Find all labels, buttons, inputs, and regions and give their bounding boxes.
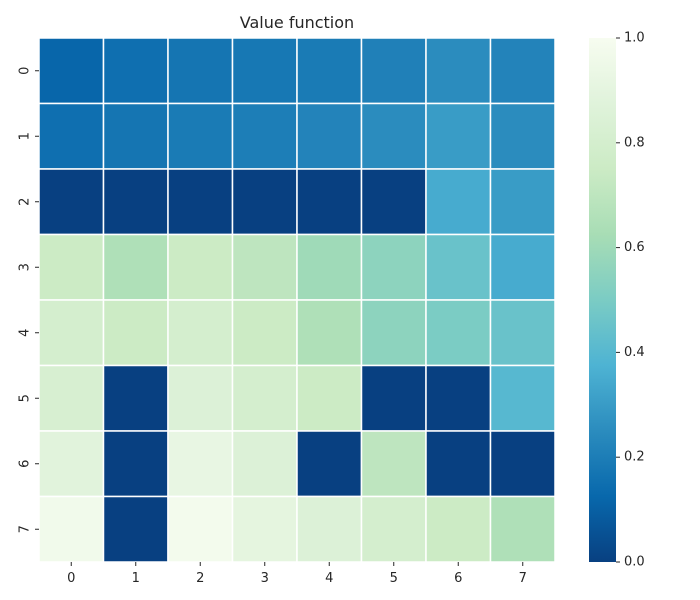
heatmap-cell	[38, 495, 105, 563]
heatmap-cell	[102, 430, 169, 498]
heatmap-cell	[360, 430, 427, 498]
heatmap-cell	[231, 233, 298, 301]
heatmap-cell	[231, 430, 298, 498]
heatmap-cell	[425, 37, 492, 105]
heatmap-cell	[296, 430, 363, 498]
heatmap-cell	[425, 364, 492, 432]
colorbar-tick-label: 0.6	[624, 240, 645, 255]
heatmap-cell	[167, 168, 234, 236]
heatmap-cell	[231, 299, 298, 367]
heatmap-cell	[425, 168, 492, 236]
colorbar-tick-label: 0.4	[624, 345, 645, 360]
heatmap-cell	[38, 364, 105, 432]
heatmap-cell	[167, 430, 234, 498]
x-tick-label: 5	[390, 571, 398, 586]
heatmap-cell	[38, 430, 105, 498]
heatmap-cell	[296, 102, 363, 170]
heatmap-cell	[489, 102, 556, 170]
heatmap-cell	[360, 299, 427, 367]
x-tick-label: 1	[132, 571, 140, 586]
y-tick-label: 1	[18, 132, 33, 140]
heatmap-cell	[360, 495, 427, 563]
y-tick-label: 5	[18, 394, 33, 402]
heatmap-cell	[296, 37, 363, 105]
heatmap-cell	[167, 102, 234, 170]
colorbar-tick-label: 0.8	[624, 135, 645, 150]
heatmap-cell	[102, 102, 169, 170]
heatmap-cell	[296, 495, 363, 563]
heatmap-grid	[38, 37, 556, 563]
colorbar-axis: 0.0 0.2 0.4 0.6 0.8 1.0	[616, 31, 645, 570]
heatmap-cell	[489, 430, 556, 498]
heatmap-cell	[38, 37, 105, 105]
heatmap-cell	[489, 233, 556, 301]
y-tick-label: 2	[18, 198, 33, 206]
heatmap-cell	[425, 102, 492, 170]
heatmap-cell	[296, 364, 363, 432]
x-tick-label: 7	[519, 571, 527, 586]
heatmap-cell	[425, 495, 492, 563]
colorbar-tick-label: 0.0	[624, 555, 645, 570]
colorbar-tick-label: 0.2	[624, 450, 645, 465]
heatmap-cell	[38, 233, 105, 301]
heatmap-cell	[231, 102, 298, 170]
heatmap-cell	[231, 364, 298, 432]
heatmap-cell	[38, 102, 105, 170]
colorbar	[589, 38, 616, 562]
heatmap-cell	[296, 233, 363, 301]
y-tick-label: 7	[18, 525, 33, 533]
heatmap-cell	[296, 299, 363, 367]
y-tick-label: 3	[18, 263, 33, 271]
heatmap-cell	[167, 37, 234, 105]
chart-title: Value function	[240, 13, 354, 32]
heatmap-cell	[102, 233, 169, 301]
y-axis: 0 1 2 3 4 5 6 7	[18, 67, 39, 533]
heatmap-cell	[167, 364, 234, 432]
y-tick-label: 0	[18, 67, 33, 75]
heatmap-cell	[102, 364, 169, 432]
heatmap-cell	[38, 168, 105, 236]
heatmap-cell	[360, 37, 427, 105]
y-tick-label: 4	[18, 329, 33, 337]
heatmap-cell	[360, 233, 427, 301]
heatmap-cell	[231, 37, 298, 105]
heatmap-cell	[489, 364, 556, 432]
x-tick-label: 2	[196, 571, 204, 586]
heatmap-cell	[489, 299, 556, 367]
heatmap-cell	[102, 299, 169, 367]
heatmap-cell	[425, 299, 492, 367]
heatmap-cell	[102, 37, 169, 105]
heatmap-cell	[425, 233, 492, 301]
y-tick-label: 6	[18, 460, 33, 468]
heatmap-cell	[360, 364, 427, 432]
heatmap-cell	[167, 233, 234, 301]
heatmap-cell	[360, 102, 427, 170]
heatmap-cell	[38, 299, 105, 367]
heatmap-cell	[489, 495, 556, 563]
heatmap-cell	[489, 37, 556, 105]
x-tick-label: 6	[454, 571, 462, 586]
heatmap-cell	[102, 168, 169, 236]
heatmap-cell	[489, 168, 556, 236]
x-axis: 0 1 2 3 4 5 6 7	[67, 562, 527, 586]
heatmap-cell	[231, 168, 298, 236]
colorbar-tick-label: 1.0	[624, 31, 645, 46]
heatmap-cell	[360, 168, 427, 236]
x-tick-label: 3	[261, 571, 269, 586]
heatmap-cell	[167, 299, 234, 367]
heatmap-cell	[425, 430, 492, 498]
x-tick-label: 0	[67, 571, 75, 586]
heatmap-cell	[231, 495, 298, 563]
heatmap-cell	[167, 495, 234, 563]
heatmap-cell	[102, 495, 169, 563]
x-tick-label: 4	[325, 571, 333, 586]
heatmap-cell	[296, 168, 363, 236]
